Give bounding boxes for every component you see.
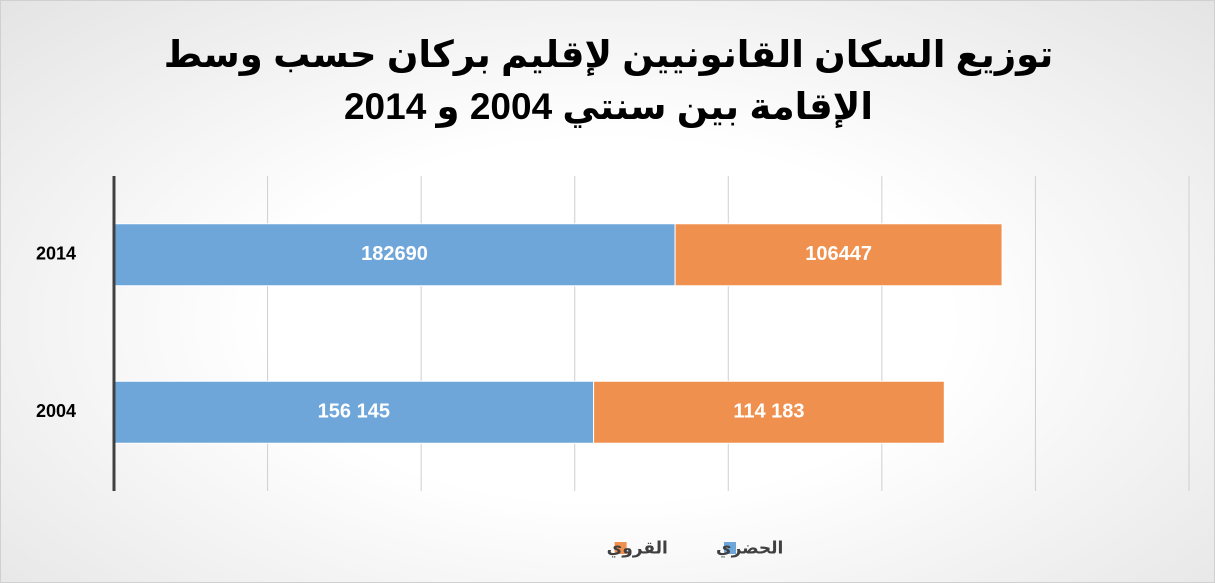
y-tick-label: 2004 (36, 401, 76, 421)
legend-swatch (614, 542, 627, 554)
data-label: 182690 (361, 243, 428, 265)
bar-segment (674, 223, 1003, 287)
legend-label: الحضري (716, 538, 783, 558)
legend-label: القروي (607, 538, 668, 558)
chart-title: توزيع السكان القانونيين لإقليم بركان حسب… (163, 34, 1054, 127)
data-label: 114 183 (733, 401, 804, 423)
legend-swatch (724, 542, 736, 554)
data-label: 156 145 (318, 401, 390, 423)
bar-segment (593, 380, 945, 444)
bar-segment (113, 380, 595, 444)
data-label: 106447 (805, 243, 872, 265)
bar-segment (113, 223, 676, 287)
y-tick-label: 2014 (36, 244, 76, 264)
